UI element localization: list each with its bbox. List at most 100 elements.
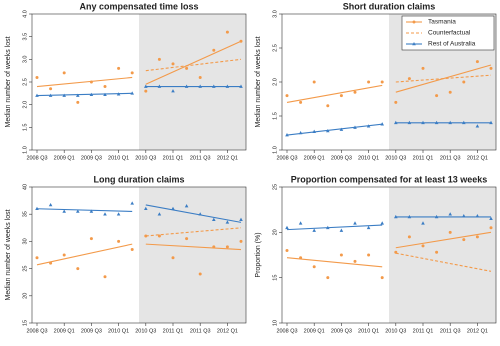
point [394,120,398,125]
point [103,85,107,89]
counterfactual-trend [395,74,492,83]
y-tick-label: 1.0 [22,146,28,154]
panel-title: Long duration claims [93,174,184,184]
point [144,206,148,211]
point [312,228,316,232]
counterfactual-trend [395,252,492,272]
point [326,128,330,133]
point [35,256,39,260]
point [171,89,175,93]
legend-marker [412,20,416,24]
point [76,209,80,213]
point [339,253,343,257]
trend-line [145,40,242,85]
point [462,238,466,242]
trend-line [36,208,133,213]
point [117,66,121,70]
y-tick-label: 10 [272,320,278,326]
y-tick-label: 25 [22,266,28,272]
point [144,89,148,93]
point [394,214,398,219]
y-axis-label: Median number of weeks lost [255,36,262,127]
legend-marker [412,42,416,46]
point [171,62,175,66]
x-tick-label: 2012 Q1 [217,155,238,161]
panel-title: Any compensated time loss [79,1,198,11]
y-tick-label: 4.0 [22,10,28,18]
y-tick-label: 2.5 [272,44,278,52]
point [448,230,452,234]
trend-line [286,123,383,136]
x-tick-label: 2009 Q3 [81,328,102,334]
point [353,125,357,129]
x-tick-label: 2011 Q3 [440,328,461,334]
point [475,235,479,239]
trend-line [36,76,133,88]
plot-frame [281,186,497,324]
point [49,87,53,91]
panel-title: Proportion compensated for at least 13 w… [291,174,488,184]
point [380,80,384,84]
point [239,84,243,88]
point [198,84,202,88]
point [157,57,161,61]
x-tick-label: 2010 Q3 [135,155,156,161]
point [171,256,175,260]
point [225,220,230,224]
point [76,93,80,97]
point [285,133,289,137]
point [89,209,94,213]
point [130,248,134,252]
x-tick-label: 2009 Q3 [331,328,352,334]
point [89,92,94,96]
x-tick-label: 2009 Q1 [304,155,325,161]
point [448,90,452,94]
point [103,212,107,216]
post-period-shade [139,187,246,323]
point [62,93,66,97]
point [48,202,53,207]
point [407,214,412,219]
y-tick-label: 15 [22,320,28,326]
x-tick-label: 2010 Q1 [108,155,129,161]
point [130,91,134,95]
y-tick-label: 3.0 [22,56,28,64]
point [103,92,107,96]
counterfactual-trend [145,58,242,72]
point [435,250,439,254]
x-tick-label: 2011 Q3 [440,155,461,161]
point [367,253,371,257]
y-tick-label: 2.0 [272,78,278,86]
point [144,84,148,88]
point [353,259,357,263]
y-tick-label: 1.5 [22,124,28,132]
point [353,90,357,94]
point [239,217,243,221]
x-tick-label: 2011 Q3 [190,155,211,161]
legend-label: Tasmania [428,19,456,26]
point [157,84,162,88]
point [462,80,466,84]
point [89,80,93,84]
point [299,100,303,104]
point [185,237,189,241]
point [198,212,202,216]
point [489,120,493,125]
point [434,214,439,219]
point [421,221,425,225]
point [184,84,189,88]
point [184,204,189,208]
point [380,122,384,126]
x-tick-label: 2011 Q1 [163,328,184,334]
point [62,71,66,75]
point [326,276,330,280]
point [489,66,493,70]
point [380,221,384,225]
trend-line [286,257,383,268]
point [89,237,93,241]
point [35,93,39,97]
y-tick-label: 20 [272,229,278,235]
point [225,30,229,34]
y-tick-label: 25 [272,184,278,190]
